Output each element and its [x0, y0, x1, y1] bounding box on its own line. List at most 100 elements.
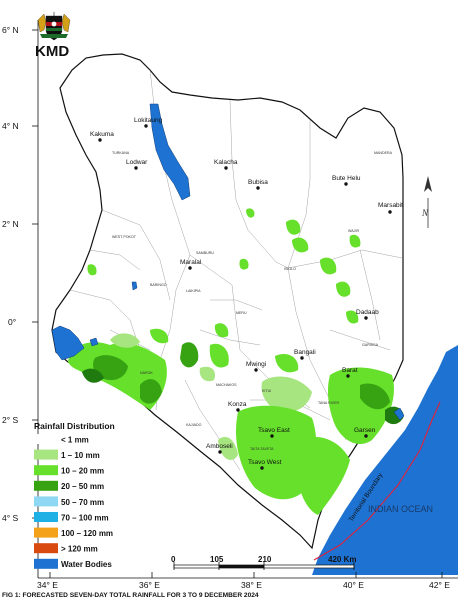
town-marsabit: Marsabit: [378, 202, 403, 214]
svg-text:WAJIR: WAJIR: [348, 229, 359, 233]
lon-label: 38° E: [241, 580, 262, 590]
town-tsavo-east: Tsavo East: [258, 427, 290, 438]
legend-item: Water Bodies: [34, 558, 112, 569]
legend-item: < 1 mm: [34, 434, 89, 444]
north-arrow-icon: N: [421, 176, 432, 228]
lat-label: 2° S: [2, 415, 18, 425]
legend-item: > 120 mm: [34, 543, 98, 554]
svg-text:WEST POKOT: WEST POKOT: [112, 235, 137, 239]
indian-ocean: [312, 345, 458, 575]
town-bangali: Bangali: [294, 349, 316, 360]
longitude-labels: 34° E 36° E 38° E 40° E 42° E: [37, 580, 450, 590]
svg-text:NAROK: NAROK: [140, 371, 153, 375]
svg-text:KAJIADO: KAJIADO: [186, 423, 202, 427]
coat-of-arms-icon: [37, 12, 71, 41]
svg-text:ISIOLO: ISIOLO: [284, 267, 296, 271]
legend-swatch: [34, 465, 58, 476]
svg-text:Mwingi: Mwingi: [246, 361, 266, 368]
town-bubisa: Bubisa: [248, 179, 268, 190]
legend-swatch: [34, 496, 58, 507]
svg-text:Marsabit: Marsabit: [378, 202, 403, 209]
svg-text:KITUI: KITUI: [262, 389, 271, 393]
ocean-label: INDIAN OCEAN: [368, 504, 433, 514]
legend-label: < 1 mm: [61, 435, 89, 444]
lon-label: 40° E: [343, 580, 364, 590]
legend-item: 20 – 50 mm: [34, 480, 104, 491]
lake-baringo: [131, 281, 138, 291]
svg-text:210: 210: [258, 555, 272, 564]
svg-text:Bangali: Bangali: [294, 349, 316, 356]
territorial-boundary: [313, 401, 441, 561]
svg-text:LAIKIPIA: LAIKIPIA: [186, 289, 201, 293]
town-kalacha: Kalacha: [214, 159, 238, 170]
svg-text:105: 105: [210, 555, 224, 564]
legend-item: 1 – 10 mm: [34, 449, 100, 460]
svg-text:Bubisa: Bubisa: [248, 179, 268, 186]
svg-text:N: N: [421, 208, 429, 218]
svg-text:Lokitaung: Lokitaung: [134, 117, 163, 124]
lat-label: 4° S: [2, 513, 18, 523]
lon-label: 36° E: [139, 580, 160, 590]
town-lodwar: Lodwar: [126, 159, 148, 170]
county-labels: TURKANA MANDERA WEST POKOT SAMBURU ISIOL…: [112, 151, 393, 451]
town-amboseli: Amboseli: [206, 443, 233, 454]
country-outline: [51, 53, 404, 550]
towns: Kakuma Lokitaung Lodwar Kalacha Bubisa B…: [90, 117, 403, 470]
svg-text:Maralal: Maralal: [180, 259, 202, 266]
svg-text:MERU: MERU: [236, 311, 247, 315]
logo-text: KMD: [35, 43, 69, 60]
legend-swatch: [34, 527, 58, 538]
lat-label: 6° N: [2, 25, 19, 35]
town-konza: Konza: [228, 401, 247, 412]
legend-swatch: [34, 543, 58, 554]
town-bute-helu: Bute Helu: [332, 175, 361, 186]
svg-text:Tsavo East: Tsavo East: [258, 427, 290, 434]
lat-label: 2° N: [2, 219, 19, 229]
svg-text:TURKANA: TURKANA: [112, 151, 130, 155]
legend-label: Water Bodies: [61, 560, 112, 569]
svg-text:BARINGO: BARINGO: [150, 283, 167, 287]
lake-turkana: [149, 103, 191, 201]
legend-swatch: [34, 449, 58, 460]
town-kakuma: Kakuma: [90, 131, 114, 142]
legend-swatch: [34, 434, 58, 444]
lake-victoria: [51, 325, 85, 361]
svg-text:Kakuma: Kakuma: [90, 131, 114, 138]
legend-title: Rainfall Distribution: [34, 421, 115, 431]
town-dadaab: Dadaab: [356, 309, 379, 320]
water-bodies: [51, 103, 405, 421]
legend-swatch: [34, 480, 58, 491]
legend-label: 70 – 100 mm: [61, 513, 109, 522]
legend-label: 50 – 70 mm: [61, 498, 104, 507]
legend-swatch: [34, 558, 58, 569]
legend-item: 10 – 20 mm: [34, 465, 104, 476]
svg-text:Bute Helu: Bute Helu: [332, 175, 361, 182]
scale-bar: 0 105 210 420 Km: [171, 555, 356, 570]
legend-item: 100 – 120 mm: [34, 527, 113, 538]
svg-text:MANDERA: MANDERA: [374, 151, 393, 155]
legend: Rainfall Distribution < 1 mm 1 – 10 mm 10 …: [34, 421, 115, 569]
lat-label: 0°: [8, 317, 16, 327]
lon-label: 34° E: [37, 580, 58, 590]
svg-text:GARISSA: GARISSA: [362, 343, 379, 347]
rainfall-patches: [68, 208, 404, 515]
svg-text:SAMBURU: SAMBURU: [196, 251, 214, 255]
legend-label: 100 – 120 mm: [61, 529, 113, 538]
lat-label: 4° N: [2, 121, 19, 131]
svg-text:Garsen: Garsen: [354, 427, 376, 434]
town-lokitaung: Lokitaung: [134, 117, 163, 128]
town-barat: Barat: [342, 367, 358, 378]
svg-text:Dadaab: Dadaab: [356, 309, 379, 316]
svg-text:Lodwar: Lodwar: [126, 159, 148, 166]
legend-swatch: [34, 512, 58, 522]
kmd-logo: KMD: [35, 12, 71, 60]
svg-text:420 Km: 420 Km: [328, 555, 356, 564]
svg-text:Barat: Barat: [342, 367, 358, 374]
svg-text:Kalacha: Kalacha: [214, 159, 238, 166]
legend-label: 20 – 50 mm: [61, 482, 104, 491]
svg-text:0: 0: [171, 555, 176, 564]
svg-text:Tsavo West: Tsavo West: [248, 459, 282, 466]
svg-text:Konza: Konza: [228, 401, 247, 408]
figure-caption: FIG 1: FORECASTED SEVEN-DAY TOTAL RAINFA…: [2, 592, 259, 599]
